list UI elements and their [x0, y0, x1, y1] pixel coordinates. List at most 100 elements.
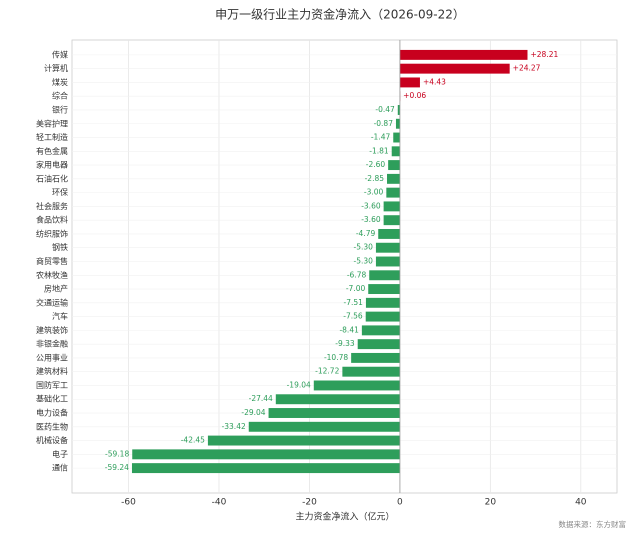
y-tick-label: 美容护理 — [36, 118, 68, 128]
value-label: -33.42 — [222, 422, 246, 431]
value-label: +4.43 — [423, 77, 446, 86]
value-label: -42.45 — [181, 436, 205, 445]
bar — [388, 160, 400, 171]
bar — [368, 284, 400, 295]
y-tick-label: 银行 — [52, 104, 68, 114]
value-label: -12.72 — [315, 367, 339, 376]
value-label: -2.60 — [366, 160, 386, 169]
bar — [248, 421, 400, 432]
y-tick-label: 建筑装饰 — [36, 325, 68, 335]
bar — [375, 242, 400, 253]
y-tick-label: 钢铁 — [52, 242, 68, 252]
y-tick-label: 非银金融 — [36, 339, 68, 349]
y-tick-label: 轻工制造 — [36, 132, 68, 142]
value-label: -10.78 — [324, 353, 348, 362]
bar — [351, 352, 400, 363]
y-tick-label: 电力设备 — [36, 408, 68, 418]
value-label: -5.30 — [354, 243, 374, 252]
bar — [207, 435, 400, 446]
value-label: +28.21 — [530, 50, 558, 59]
x-tick-label: 20 — [485, 498, 497, 508]
y-tick-label: 纺织服饰 — [36, 228, 68, 238]
value-label: -4.79 — [356, 229, 376, 238]
bar — [268, 408, 400, 418]
y-tick-label: 房地产 — [44, 284, 68, 294]
y-tick-label: 食品饮料 — [36, 215, 68, 225]
y-tick-label: 医药生物 — [36, 421, 68, 431]
bar — [378, 228, 400, 239]
y-tick-label: 公用事业 — [36, 352, 68, 362]
y-tick-label: 农林牧渔 — [36, 270, 68, 280]
value-label: -3.60 — [361, 215, 381, 224]
chart-title: 申万一级行业主力资金净流入（2026-09-22） — [215, 7, 465, 22]
value-label: -3.00 — [364, 188, 384, 197]
source-note: 数据来源：东方财富 — [559, 519, 627, 529]
y-tick-label: 有色金属 — [36, 146, 68, 156]
y-tick-label: 机械设备 — [36, 435, 68, 445]
bar — [313, 380, 400, 391]
value-label: -0.87 — [374, 119, 394, 128]
bar — [391, 146, 400, 157]
plot-frame — [71, 39, 618, 494]
value-label: -27.44 — [249, 394, 273, 403]
y-tick-label: 建筑材料 — [36, 366, 68, 376]
bar — [342, 366, 400, 377]
bar — [132, 449, 400, 460]
bar — [395, 118, 400, 129]
x-tick-label: -20 — [302, 498, 317, 508]
bar — [369, 270, 400, 281]
value-label: -9.33 — [335, 339, 355, 348]
y-tick-label: 环保 — [52, 187, 68, 197]
bar — [375, 256, 400, 267]
value-label: -19.04 — [287, 380, 311, 389]
y-tick-label: 汽车 — [52, 311, 68, 321]
x-axis-label: 主力资金净流入（亿元） — [295, 511, 394, 523]
x-tick-label: -40 — [212, 498, 227, 508]
y-tick-label: 传媒 — [52, 49, 68, 59]
value-label: -59.18 — [105, 449, 129, 458]
y-tick-label: 社会服务 — [36, 201, 68, 211]
value-label: -5.30 — [354, 257, 374, 266]
bar — [361, 325, 400, 336]
value-label: -1.81 — [369, 146, 389, 155]
y-tick-label: 交通运输 — [36, 297, 68, 307]
bar — [386, 187, 400, 198]
bar — [365, 311, 400, 322]
value-label: -59.24 — [105, 463, 129, 472]
value-label: +24.27 — [513, 64, 541, 73]
value-label: -6.78 — [347, 270, 367, 279]
value-label: -1.47 — [371, 133, 391, 142]
value-label: -0.47 — [375, 105, 395, 114]
y-tick-label: 商贸零售 — [36, 256, 68, 266]
bar — [383, 201, 400, 212]
value-label: -29.04 — [241, 408, 265, 417]
y-tick-label: 综合 — [52, 91, 68, 101]
y-tick-label: 基础化工 — [36, 394, 68, 404]
bar — [131, 463, 400, 474]
y-tick-label: 石油石化 — [36, 173, 68, 183]
x-tick-label: 0 — [397, 498, 403, 508]
bar — [275, 394, 400, 405]
x-tick-label: 40 — [575, 498, 587, 508]
bar — [393, 132, 400, 143]
y-tick-label: 计算机 — [44, 63, 68, 73]
bar — [387, 173, 400, 184]
bar — [399, 77, 420, 88]
value-label: -7.00 — [346, 284, 366, 293]
value-label: -7.56 — [343, 312, 363, 321]
bar — [357, 339, 400, 350]
value-label: +0.06 — [403, 91, 426, 100]
value-label: -3.60 — [361, 201, 381, 210]
bar — [365, 297, 400, 308]
bar — [399, 49, 528, 60]
value-label: -8.41 — [339, 325, 359, 334]
y-tick-label: 家用电器 — [36, 160, 68, 170]
bar — [399, 63, 510, 74]
value-label: -7.51 — [344, 298, 364, 307]
value-label: -2.85 — [365, 174, 385, 183]
x-tick-label: -60 — [121, 498, 136, 508]
y-tick-label: 煤炭 — [52, 77, 68, 87]
bar — [383, 215, 400, 226]
bar — [397, 105, 400, 115]
